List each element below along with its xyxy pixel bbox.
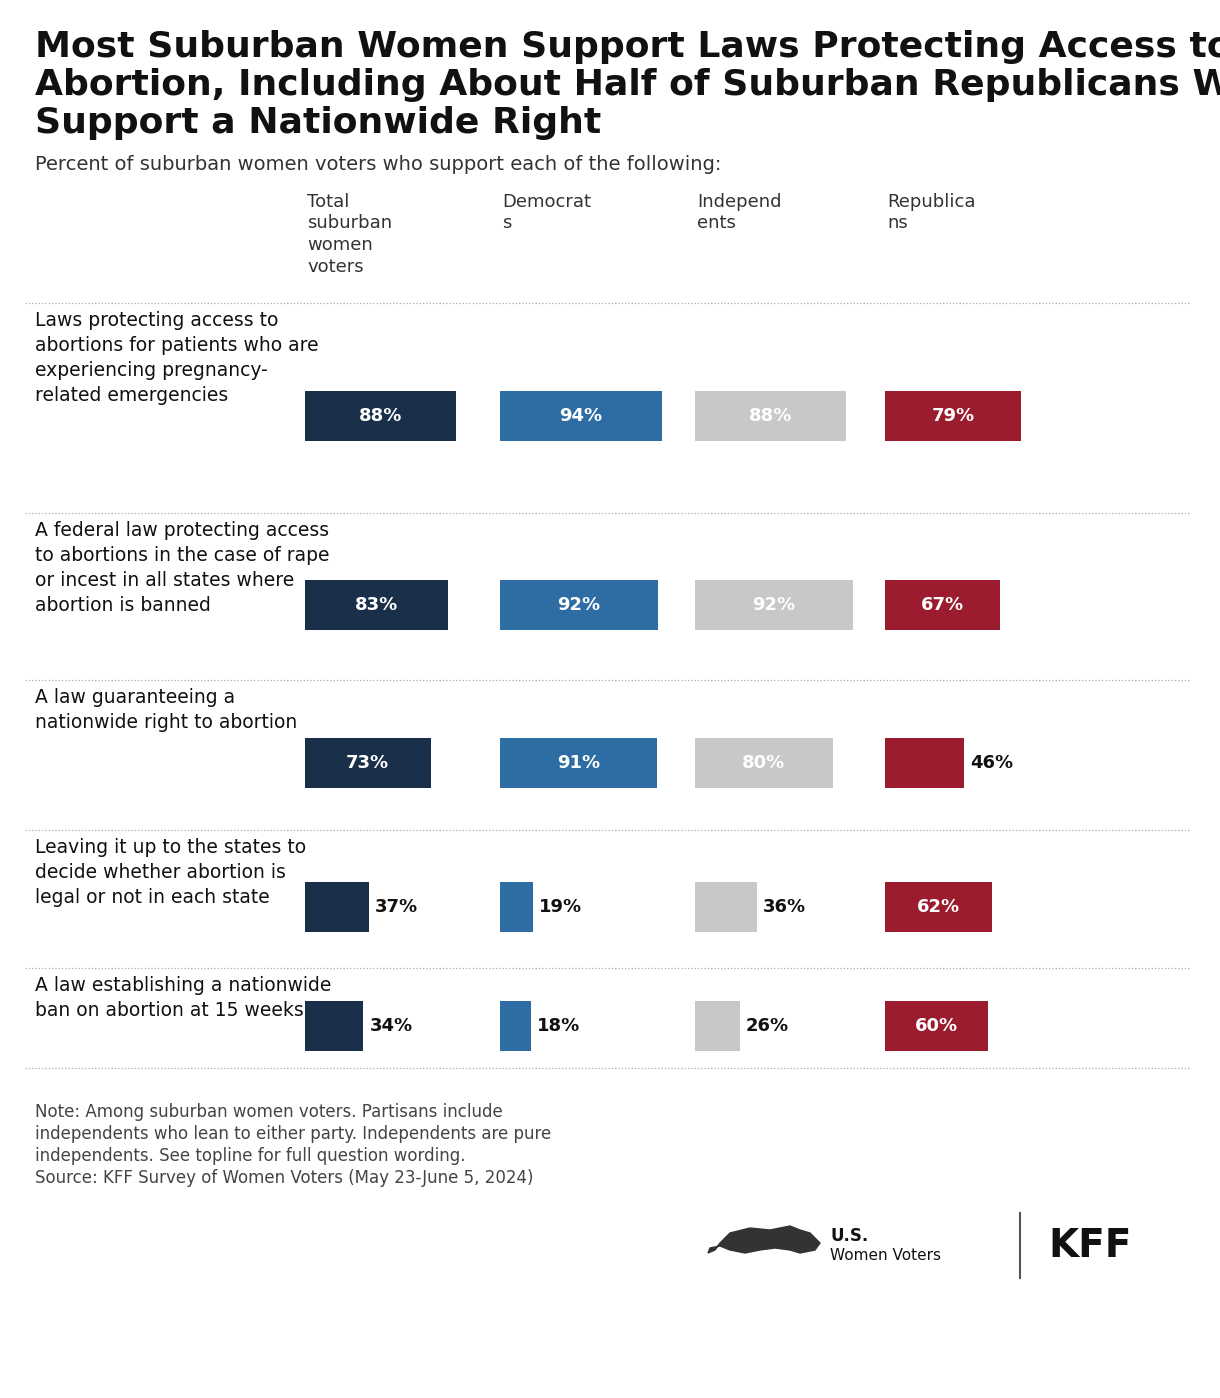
Text: Note: Among suburban women voters. Partisans include: Note: Among suburban women voters. Parti…: [35, 1103, 503, 1121]
Text: 46%: 46%: [970, 754, 1014, 772]
Text: A law guaranteeing a
nationwide right to abortion: A law guaranteeing a nationwide right to…: [35, 688, 298, 733]
Text: Total
suburban
women
voters: Total suburban women voters: [307, 193, 392, 275]
Bar: [500, 580, 659, 629]
Text: 88%: 88%: [359, 407, 403, 425]
Text: Laws protecting access to
abortions for patients who are
experiencing pregnancy-: Laws protecting access to abortions for …: [35, 310, 318, 405]
Text: 79%: 79%: [931, 407, 975, 425]
Text: 19%: 19%: [539, 898, 582, 916]
Text: 91%: 91%: [556, 754, 600, 772]
Text: Leaving it up to the states to
decide whether abortion is
legal or not in each s: Leaving it up to the states to decide wh…: [35, 837, 306, 907]
Text: 36%: 36%: [762, 898, 806, 916]
Text: 37%: 37%: [375, 898, 417, 916]
Bar: [884, 738, 964, 788]
Text: 67%: 67%: [921, 596, 964, 614]
Text: U.S.: U.S.: [830, 1227, 869, 1246]
Text: 88%: 88%: [749, 407, 792, 425]
Text: 80%: 80%: [742, 754, 786, 772]
Text: independents. See topline for full question wording.: independents. See topline for full quest…: [35, 1146, 466, 1165]
Bar: [500, 738, 656, 788]
Text: Support a Nationwide Right: Support a Nationwide Right: [35, 106, 601, 140]
Text: KFF: KFF: [1048, 1227, 1132, 1265]
Text: 62%: 62%: [916, 898, 960, 916]
Text: 94%: 94%: [559, 407, 603, 425]
Bar: [695, 391, 847, 440]
Text: A law establishing a nationwide
ban on abortion at 15 weeks: A law establishing a nationwide ban on a…: [35, 976, 332, 1021]
Bar: [305, 882, 368, 932]
Bar: [500, 391, 661, 440]
Bar: [695, 1001, 739, 1051]
Text: Percent of suburban women voters who support each of the following:: Percent of suburban women voters who sup…: [35, 155, 721, 173]
Text: Republica
ns: Republica ns: [887, 193, 976, 232]
Text: 92%: 92%: [558, 596, 600, 614]
Bar: [884, 1001, 988, 1051]
Text: 92%: 92%: [753, 596, 795, 614]
Text: 34%: 34%: [370, 1016, 412, 1035]
Text: Most Suburban Women Support Laws Protecting Access to: Most Suburban Women Support Laws Protect…: [35, 29, 1220, 64]
Bar: [884, 391, 1021, 440]
Bar: [500, 1001, 531, 1051]
Bar: [305, 391, 456, 440]
Bar: [695, 738, 832, 788]
Text: 83%: 83%: [355, 596, 398, 614]
Text: Independ
ents: Independ ents: [697, 193, 782, 232]
Text: Source: KFF Survey of Women Voters (May 23-June 5, 2024): Source: KFF Survey of Women Voters (May …: [35, 1169, 533, 1187]
Polygon shape: [708, 1226, 820, 1253]
Bar: [305, 1001, 364, 1051]
Text: independents who lean to either party. Independents are pure: independents who lean to either party. I…: [35, 1125, 551, 1144]
Bar: [305, 738, 431, 788]
Text: 60%: 60%: [915, 1016, 958, 1035]
Text: 18%: 18%: [537, 1016, 581, 1035]
Text: Democrat
s: Democrat s: [501, 193, 590, 232]
Text: A federal law protecting access
to abortions in the case of rape
or incest in al: A federal law protecting access to abort…: [35, 521, 329, 615]
Bar: [695, 580, 853, 629]
Text: Abortion, Including About Half of Suburban Republicans Who: Abortion, Including About Half of Suburb…: [35, 69, 1220, 102]
Text: 73%: 73%: [346, 754, 389, 772]
Bar: [500, 882, 533, 932]
Bar: [884, 580, 1000, 629]
Bar: [695, 882, 756, 932]
Text: 26%: 26%: [745, 1016, 789, 1035]
Text: Women Voters: Women Voters: [830, 1248, 941, 1264]
Bar: [305, 580, 448, 629]
Bar: [884, 882, 992, 932]
